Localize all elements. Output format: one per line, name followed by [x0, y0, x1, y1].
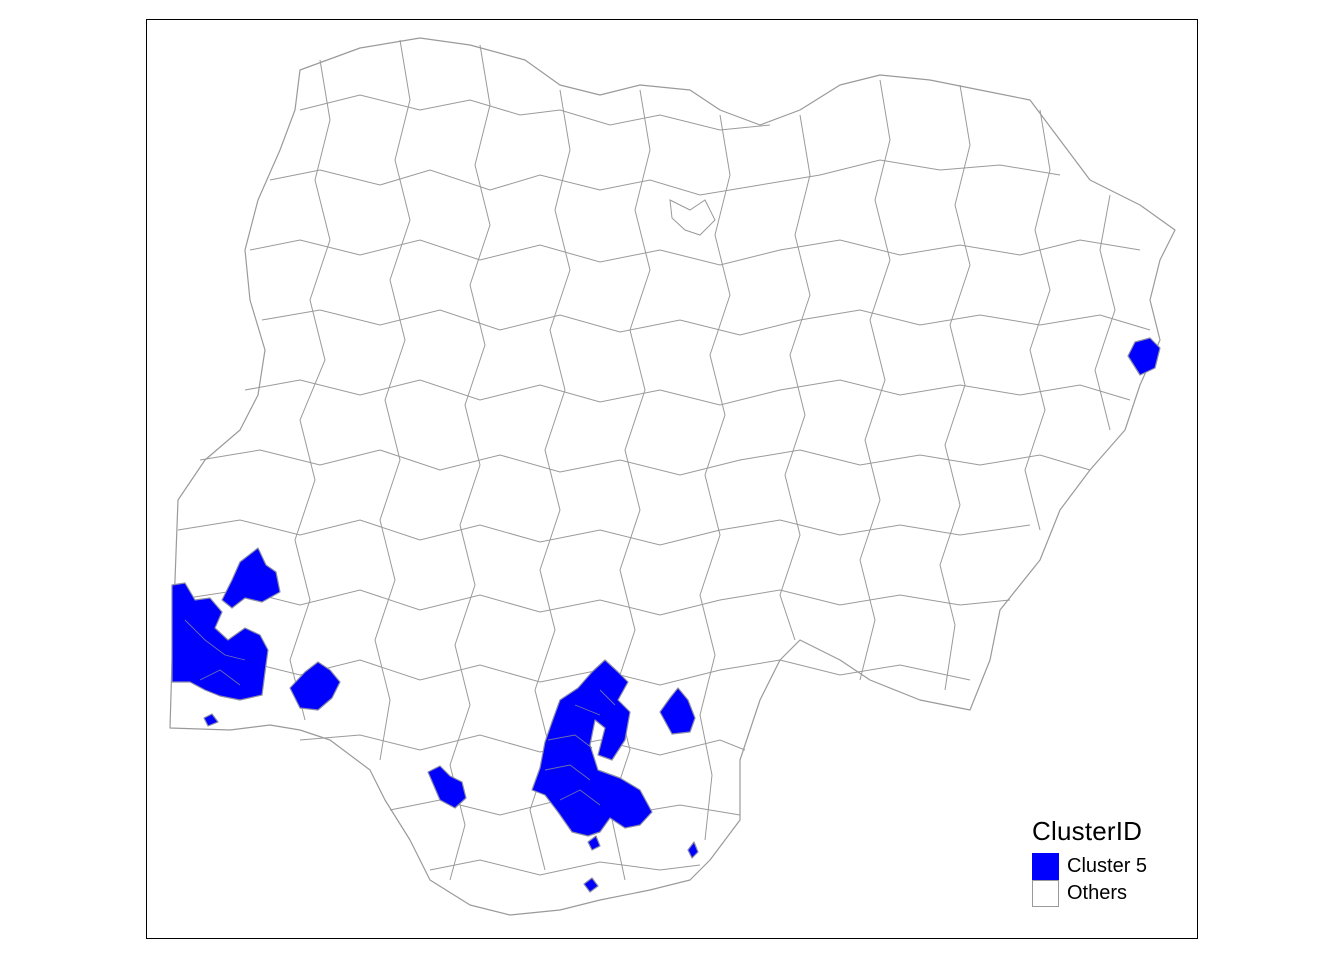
cluster-5-region-midwest: [427, 765, 467, 809]
legend-swatch-others: [1032, 880, 1059, 907]
cluster-5-region-south-3: [583, 877, 599, 893]
cluster-5-region-north-east: [1127, 337, 1161, 376]
legend-label-cluster-5: Cluster 5: [1067, 855, 1148, 877]
legend-item-cluster-5: Cluster 5: [1032, 853, 1147, 880]
cluster-5-regions: [171, 337, 1161, 893]
legend-label-others: Others: [1067, 882, 1128, 904]
cluster-5-region-west-3: [289, 661, 341, 711]
legend-title: ClusterID: [1032, 816, 1143, 846]
cluster-5-region-west-1: [171, 582, 269, 701]
cluster-5-region-west-4: [203, 713, 219, 727]
legend: ClusterID Cluster 5 Others: [1032, 816, 1147, 907]
cluster-5-region-east: [659, 687, 696, 735]
cluster-5-region-south-2: [687, 841, 699, 859]
legend-swatch-cluster-5: [1032, 853, 1059, 880]
country-boundary: [169, 37, 1176, 916]
cluster-5-region-south-east: [531, 659, 653, 837]
legend-item-others: Others: [1032, 880, 1147, 907]
cluster-5-region-south-1: [587, 835, 601, 851]
country-outline: [169, 37, 1176, 916]
cluster-5-region-west-2: [221, 547, 281, 609]
